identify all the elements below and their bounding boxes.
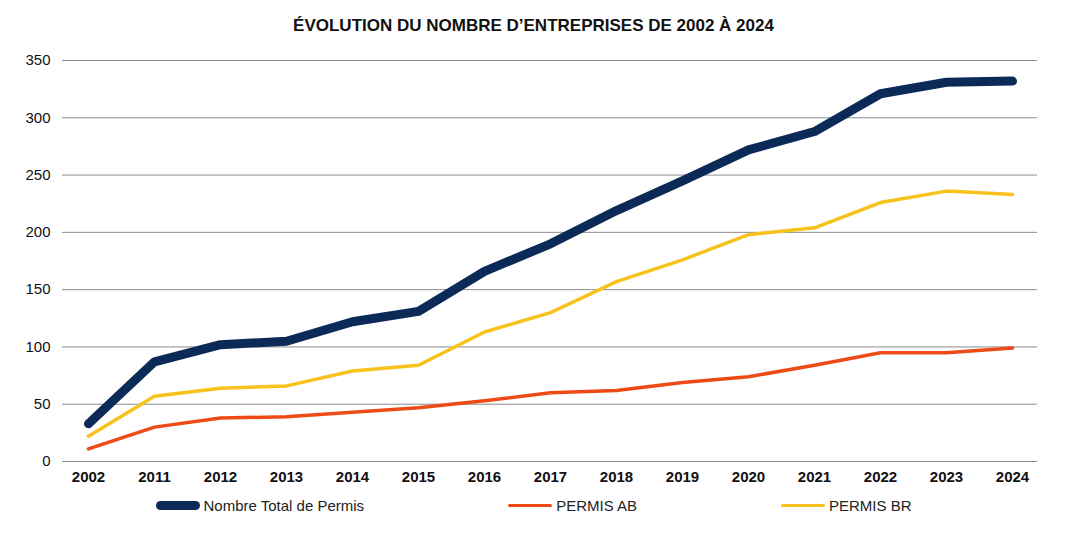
svg-text:2002: 2002 — [72, 468, 105, 485]
svg-text:250: 250 — [25, 166, 50, 183]
svg-text:2017: 2017 — [534, 468, 567, 485]
svg-text:2013: 2013 — [270, 468, 303, 485]
svg-text:2020: 2020 — [732, 468, 765, 485]
svg-text:200: 200 — [25, 223, 50, 240]
svg-text:300: 300 — [25, 109, 50, 126]
svg-text:2022: 2022 — [864, 468, 897, 485]
svg-text:350: 350 — [25, 51, 50, 68]
html-text:PERMIS BR: PERMIS BR — [829, 497, 912, 514]
svg-text:2021: 2021 — [798, 468, 831, 485]
svg-text:2014: 2014 — [336, 468, 370, 485]
svg-text:2024: 2024 — [996, 468, 1030, 485]
html-text:Nombre Total de Permis: Nombre Total de Permis — [203, 497, 365, 514]
svg-text:100: 100 — [25, 338, 50, 355]
svg-text:2011: 2011 — [138, 468, 171, 485]
svg-text:2018: 2018 — [600, 468, 633, 485]
html-text:PERMIS AB: PERMIS AB — [556, 497, 637, 514]
svg-text:150: 150 — [25, 280, 50, 297]
svg-text:0: 0 — [42, 452, 50, 469]
html-text:ÉVOLUTION DU NOMBRE D’ENTREPRI: ÉVOLUTION DU NOMBRE D’ENTREPRISES DE 200… — [293, 16, 774, 35]
svg-text:2015: 2015 — [402, 468, 435, 485]
svg-text:2023: 2023 — [930, 468, 963, 485]
svg-text:2012: 2012 — [204, 468, 237, 485]
svg-text:2016: 2016 — [468, 468, 501, 485]
svg-text:50: 50 — [34, 395, 51, 412]
svg-text:2019: 2019 — [666, 468, 699, 485]
